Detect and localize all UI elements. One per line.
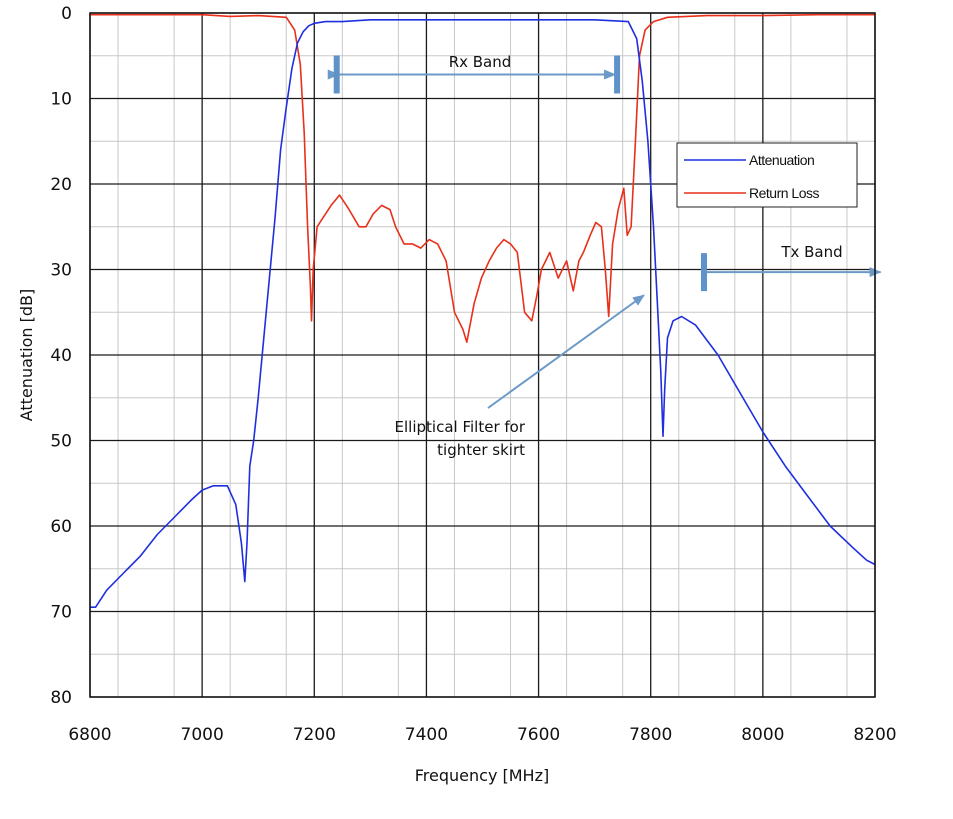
legend-box bbox=[676, 142, 858, 208]
y-tick-label: 0 bbox=[61, 4, 72, 24]
y-tick-label: 60 bbox=[50, 517, 72, 537]
x-tick-label: 8200 bbox=[853, 725, 896, 745]
y-tick-label: 30 bbox=[50, 261, 72, 281]
legend-label-attenuation: Attenuation bbox=[749, 152, 814, 168]
y-tick-label: 80 bbox=[50, 688, 72, 708]
y-tick-labels: 0 10 20 30 40 50 60 70 80 bbox=[50, 4, 72, 708]
x-tick-label: 8000 bbox=[741, 725, 784, 745]
y-tick-label: 40 bbox=[50, 346, 72, 366]
tx-band-label: Tx Band bbox=[780, 243, 842, 261]
x-tick-labels: 6800 7000 7200 7400 7600 7800 8000 8200 bbox=[68, 725, 896, 745]
series-line-return-loss bbox=[90, 13, 875, 344]
x-axis-title: Frequency [MHz] bbox=[415, 766, 549, 785]
series-layer bbox=[90, 13, 876, 609]
series-line-attenuation bbox=[90, 18, 876, 609]
y-tick-label: 50 bbox=[50, 432, 72, 452]
legend-label-return-loss: Return Loss bbox=[749, 185, 819, 201]
elliptical-filter-arrow bbox=[487, 294, 645, 409]
elliptical-filter-label-line1: Elliptical Filter for bbox=[395, 418, 526, 436]
legend: Attenuation Return Loss bbox=[676, 142, 858, 208]
x-tick-label: 7400 bbox=[405, 725, 448, 745]
x-tick-label: 7800 bbox=[629, 725, 672, 745]
rx-band-label: Rx Band bbox=[449, 53, 512, 71]
elliptical-filter-label-line2: tighter skirt bbox=[437, 441, 525, 459]
y-tick-label: 20 bbox=[50, 175, 72, 195]
y-tick-label: 70 bbox=[50, 603, 72, 623]
y-axis-title: Attenuation [dB] bbox=[17, 289, 36, 422]
major-gridlines bbox=[89, 12, 876, 698]
x-tick-label: 7200 bbox=[293, 725, 336, 745]
plot-frame bbox=[89, 12, 876, 698]
x-tick-label: 7000 bbox=[181, 725, 224, 745]
y-tick-label: 10 bbox=[50, 90, 72, 110]
x-tick-label: 6800 bbox=[68, 725, 111, 745]
annotations: Rx Band Tx Band Elliptical Filter for ti… bbox=[327, 53, 882, 459]
x-tick-label: 7600 bbox=[517, 725, 560, 745]
